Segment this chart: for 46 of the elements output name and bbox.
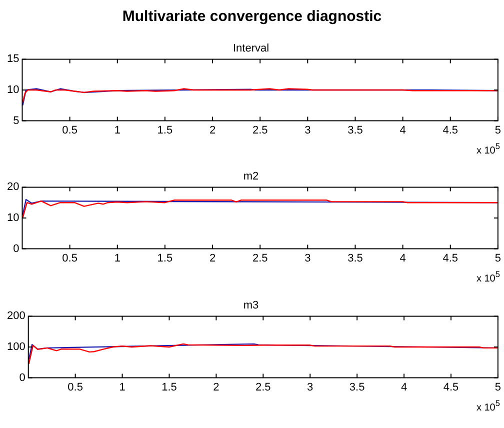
x-tick-label: 4 (400, 381, 408, 394)
x-tick-label: 2 (213, 381, 220, 394)
y-tick-label: 100 (6, 341, 26, 354)
y-tick-label: 10 (6, 212, 20, 224)
x-tick-label: 3 (304, 252, 311, 264)
x-tick-label: 2.5 (252, 124, 268, 136)
y-tick-label: 15 (6, 53, 20, 66)
x-tick-label: 0.5 (62, 252, 78, 264)
x-tick-label: 2.5 (252, 252, 268, 264)
x-tick-label: 3.5 (348, 252, 363, 264)
x-tick-label: 0.5 (62, 124, 78, 136)
x-tick-label: 1.5 (157, 252, 173, 264)
x-tick-label: 4.5 (443, 381, 459, 394)
x-tick-label: 2 (209, 252, 216, 264)
x-tick-label: 3.5 (349, 381, 365, 394)
x-tick-label: 1 (114, 124, 120, 136)
chart-subtitle: m2 (243, 170, 259, 183)
chart-subtitle: m3 (243, 300, 259, 312)
x-tick-label: 3 (304, 124, 311, 136)
x-tick-label: 0.5 (68, 381, 83, 394)
x-tick-label: 1 (114, 252, 120, 264)
x-tick-label: 4 (400, 252, 406, 264)
x-tick-label: 5 (494, 124, 502, 136)
x-tick-label: 4.5 (442, 124, 458, 136)
x-tick-label: 5 (494, 252, 502, 264)
x-tick-label: 3.5 (348, 124, 363, 136)
chart-title: Multivariate convergence diagnostic (121, 8, 383, 25)
x-axis-title: x 10$^{5}$ (476, 398, 500, 414)
x-tick-label: 5 (494, 381, 502, 394)
y-tick-label: 0 (19, 372, 26, 384)
y-tick-label: 10 (6, 84, 20, 96)
chart-subtitle: Interval (232, 42, 270, 55)
x-tick-label: 2.5 (256, 381, 271, 394)
x-tick-label: 4 (400, 124, 406, 136)
x-axis-title: x 10$^{5}$ (476, 141, 500, 156)
y-tick-label: 200 (6, 310, 26, 322)
x-tick-label: 1.5 (157, 124, 173, 136)
x-tick-label: 1.5 (162, 381, 177, 394)
x-tick-label: 1 (119, 381, 126, 394)
y-tick-label: 0 (13, 242, 20, 255)
y-tick-label: 5 (13, 114, 20, 127)
x-axis-title: x 10$^{5}$ (476, 269, 500, 284)
x-tick-label: 2 (209, 124, 216, 136)
y-tick-label: 20 (6, 181, 20, 194)
x-tick-label: 4.5 (442, 252, 458, 264)
x-tick-label: 3 (307, 381, 314, 394)
